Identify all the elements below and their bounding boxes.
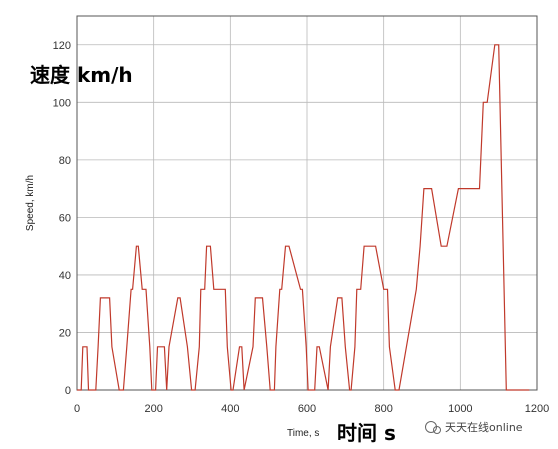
y-tick-label-20: 20 [59, 327, 71, 339]
y-axis-label: Speed, km/h [25, 175, 36, 231]
watermark-text: 天天在线online [445, 420, 523, 434]
x-tick-label-1200: 1200 [525, 403, 549, 415]
x-tick-label-400: 400 [221, 403, 239, 415]
speed-series-line [77, 44, 530, 391]
x-tick-label-0: 0 [74, 403, 80, 415]
watermark: 天天在线online [425, 420, 523, 434]
y-tick-label-60: 60 [59, 212, 71, 224]
x-axis-label: Time, s [287, 428, 319, 439]
x-tick-label-800: 800 [374, 403, 392, 415]
y-tick-label-80: 80 [59, 155, 71, 167]
y-tick-label-100: 100 [53, 97, 71, 109]
y-tick-labels: 0 20 40 60 80 100 120 [53, 40, 71, 397]
x-tick-label-600: 600 [298, 403, 316, 415]
grid [76, 16, 538, 391]
y-tick-label-40: 40 [59, 270, 71, 282]
plot-frame [76, 15, 538, 391]
x-tick-label-1000: 1000 [448, 403, 472, 415]
x-tick-labels: 0 200 400 600 800 1000 1200 [74, 403, 549, 415]
y-tick-label-120: 120 [53, 40, 71, 52]
wechat-icon-dot [433, 426, 441, 434]
x-tick-label-200: 200 [144, 403, 162, 415]
time-overlay-label: 时间 s [337, 421, 396, 445]
speed-overlay-label: 速度 km/h [30, 63, 133, 87]
y-tick-label-0: 0 [65, 385, 71, 397]
